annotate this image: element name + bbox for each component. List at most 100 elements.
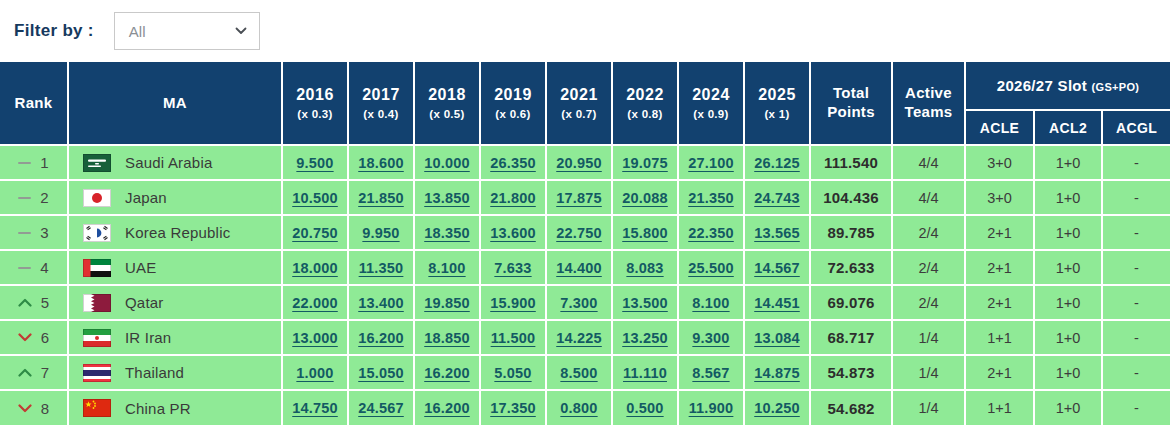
score-cell: 19.075 bbox=[612, 145, 678, 180]
score-link[interactable]: 24.567 bbox=[358, 400, 404, 416]
score-link[interactable]: 18.600 bbox=[358, 155, 404, 171]
score-link[interactable]: 21.850 bbox=[358, 190, 404, 206]
total-points-cell: 111.540 bbox=[810, 145, 892, 180]
score-cell: 1.000 bbox=[282, 355, 348, 390]
score-cell: 15.050 bbox=[348, 355, 414, 390]
score-link[interactable]: 15.800 bbox=[622, 225, 668, 241]
score-link[interactable]: 13.400 bbox=[358, 295, 404, 311]
ma-name: UAE bbox=[125, 259, 156, 276]
header-year-2019: 2019(x 0.6) bbox=[480, 62, 546, 145]
flag-ae-icon bbox=[83, 259, 111, 277]
score-link[interactable]: 13.850 bbox=[424, 190, 470, 206]
score-link[interactable]: 5.050 bbox=[494, 365, 531, 381]
flag-th-icon bbox=[83, 364, 111, 382]
score-link[interactable]: 15.900 bbox=[490, 295, 536, 311]
score-link[interactable]: 21.800 bbox=[490, 190, 536, 206]
score-link[interactable]: 11.500 bbox=[491, 330, 536, 346]
filter-selected-value: All bbox=[129, 23, 146, 40]
score-link[interactable]: 18.350 bbox=[424, 225, 470, 241]
rank-cell: 4 bbox=[0, 250, 68, 285]
score-link[interactable]: 22.000 bbox=[292, 295, 338, 311]
score-link[interactable]: 1.000 bbox=[296, 365, 333, 381]
score-link[interactable]: 26.125 bbox=[754, 155, 800, 171]
score-link[interactable]: 14.400 bbox=[556, 260, 602, 276]
score-cell: 13.084 bbox=[744, 320, 810, 355]
score-cell: 22.000 bbox=[282, 285, 348, 320]
score-link[interactable]: 11.900 bbox=[689, 400, 734, 416]
score-link[interactable]: 0.500 bbox=[626, 400, 663, 416]
score-cell: 15.900 bbox=[480, 285, 546, 320]
score-cell: 11.110 bbox=[612, 355, 678, 390]
score-cell: 14.225 bbox=[546, 320, 612, 355]
score-link[interactable]: 9.500 bbox=[296, 155, 333, 171]
score-link[interactable]: 17.350 bbox=[490, 400, 536, 416]
score-link[interactable]: 20.950 bbox=[556, 155, 602, 171]
total-points-cell: 69.076 bbox=[810, 285, 892, 320]
ma-ranking-table: Rank MA 2016(x 0.3) 2017(x 0.4) 2018(x 0… bbox=[0, 62, 1170, 425]
score-cell: 21.800 bbox=[480, 180, 546, 215]
score-link[interactable]: 13.600 bbox=[490, 225, 536, 241]
score-link[interactable]: 25.500 bbox=[688, 260, 734, 276]
year-label: 2016 bbox=[283, 86, 347, 104]
score-link[interactable]: 14.225 bbox=[556, 330, 602, 346]
score-link[interactable]: 18.850 bbox=[424, 330, 470, 346]
score-link[interactable]: 8.083 bbox=[626, 260, 663, 276]
score-link[interactable]: 22.750 bbox=[556, 225, 602, 241]
score-link[interactable]: 24.743 bbox=[754, 190, 800, 206]
score-link[interactable]: 13.250 bbox=[622, 330, 668, 346]
active-teams-cell: 1/4 bbox=[892, 320, 965, 355]
score-link[interactable]: 13.500 bbox=[622, 295, 668, 311]
score-link[interactable]: 13.084 bbox=[754, 330, 800, 346]
score-link[interactable]: 14.567 bbox=[754, 260, 800, 276]
score-link[interactable]: 17.875 bbox=[556, 190, 602, 206]
score-link[interactable]: 8.100 bbox=[692, 295, 729, 311]
score-link[interactable]: 7.633 bbox=[494, 260, 531, 276]
score-link[interactable]: 20.088 bbox=[622, 190, 668, 206]
year-label: 2018 bbox=[415, 86, 479, 104]
score-cell: 21.850 bbox=[348, 180, 414, 215]
score-link[interactable]: 11.350 bbox=[359, 260, 404, 276]
score-link[interactable]: 11.110 bbox=[623, 365, 667, 381]
score-link[interactable]: 15.050 bbox=[358, 365, 404, 381]
score-link[interactable]: 9.950 bbox=[362, 225, 399, 241]
score-link[interactable]: 14.875 bbox=[754, 365, 800, 381]
header-year-2024: 2024(x 0.9) bbox=[678, 62, 744, 145]
score-link[interactable]: 18.000 bbox=[292, 260, 338, 276]
score-link[interactable]: 8.100 bbox=[428, 260, 465, 276]
score-link[interactable]: 14.451 bbox=[754, 295, 800, 311]
score-link[interactable]: 14.750 bbox=[292, 400, 338, 416]
score-link[interactable]: 27.100 bbox=[688, 155, 734, 171]
score-link[interactable]: 22.350 bbox=[688, 225, 734, 241]
score-link[interactable]: 21.350 bbox=[688, 190, 734, 206]
score-link[interactable]: 0.800 bbox=[560, 400, 597, 416]
score-link[interactable]: 19.850 bbox=[424, 295, 470, 311]
score-link[interactable]: 19.075 bbox=[622, 155, 668, 171]
score-link[interactable]: 16.200 bbox=[358, 330, 404, 346]
score-link[interactable]: 9.300 bbox=[692, 330, 729, 346]
score-link[interactable]: 8.500 bbox=[560, 365, 597, 381]
ma-cell: Korea Republic bbox=[68, 215, 282, 250]
ma-name: Japan bbox=[125, 189, 167, 206]
score-link[interactable]: 16.200 bbox=[424, 400, 470, 416]
filter-select[interactable]: All bbox=[114, 12, 260, 50]
active-teams-cell: 2/4 bbox=[892, 285, 965, 320]
score-link[interactable]: 13.000 bbox=[292, 330, 338, 346]
acgl-slot-cell: - bbox=[1102, 250, 1170, 285]
acgl-slot-cell: - bbox=[1102, 215, 1170, 250]
score-link[interactable]: 20.750 bbox=[292, 225, 338, 241]
score-cell: 25.500 bbox=[678, 250, 744, 285]
acl2-slot-cell: 1+0 bbox=[1034, 320, 1102, 355]
score-link[interactable]: 16.200 bbox=[424, 365, 470, 381]
score-cell: 24.567 bbox=[348, 390, 414, 425]
score-link[interactable]: 10.250 bbox=[754, 400, 800, 416]
score-link[interactable]: 10.500 bbox=[292, 190, 338, 206]
score-link[interactable]: 7.300 bbox=[560, 295, 597, 311]
header-year-2018: 2018(x 0.5) bbox=[414, 62, 480, 145]
score-link[interactable]: 13.565 bbox=[754, 225, 800, 241]
acle-slot-cell: 2+1 bbox=[965, 355, 1034, 390]
rank-number: 4 bbox=[40, 259, 48, 276]
rank-cell: 7 bbox=[0, 355, 68, 390]
score-link[interactable]: 10.000 bbox=[424, 155, 470, 171]
score-link[interactable]: 8.567 bbox=[692, 365, 729, 381]
score-link[interactable]: 26.350 bbox=[490, 155, 536, 171]
